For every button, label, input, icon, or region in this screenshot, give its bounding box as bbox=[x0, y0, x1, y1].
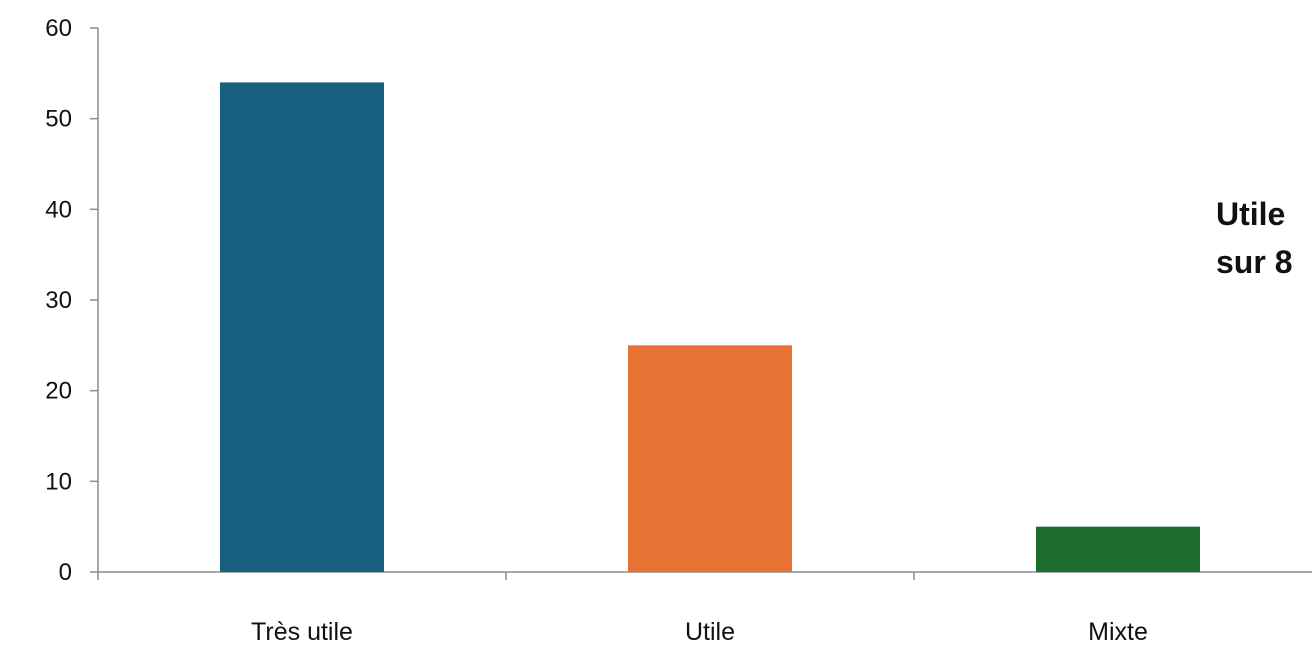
category-label: Très utile bbox=[251, 618, 353, 646]
category-label: Mixte bbox=[1088, 618, 1148, 646]
y-axis: 0 10 20 30 40 50 60 bbox=[45, 15, 99, 586]
annotation-line-1: Utile bbox=[1216, 196, 1286, 232]
category-label: Utile bbox=[685, 618, 735, 646]
y-tick-label: 10 bbox=[45, 468, 72, 495]
x-axis bbox=[97, 571, 1312, 580]
y-tick-label: 50 bbox=[45, 106, 72, 133]
y-tick-label: 60 bbox=[45, 15, 72, 42]
annotation-line-2: sur 8 bbox=[1216, 244, 1293, 280]
y-tick-label: 30 bbox=[45, 287, 72, 314]
bar-3 bbox=[1036, 526, 1200, 572]
category-labels: Très utile Utile Mixte bbox=[251, 618, 1148, 646]
bars bbox=[220, 82, 1200, 573]
bar-1 bbox=[220, 82, 384, 573]
chart-annotation: Utile sur 8 bbox=[1216, 190, 1292, 286]
y-tick-label: 0 bbox=[59, 559, 72, 586]
y-tick-label: 20 bbox=[45, 378, 72, 405]
y-tick-label: 40 bbox=[45, 196, 72, 223]
bar-2 bbox=[628, 345, 792, 572]
